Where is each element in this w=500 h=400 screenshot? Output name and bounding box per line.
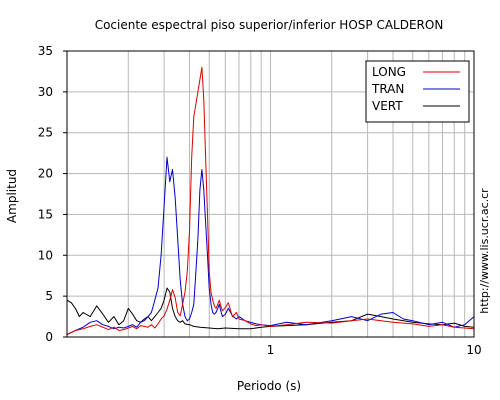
y-tick-label-5: 25	[38, 126, 53, 140]
x-axis-label: Periodo (s)	[237, 379, 301, 393]
grid	[66, 50, 474, 338]
legend-box	[365, 60, 470, 123]
series-line-tran	[66, 156, 475, 335]
series-layer	[66, 66, 475, 335]
y-tick-label-4: 20	[38, 167, 53, 181]
y-tick-label-0: 0	[45, 330, 53, 344]
x-tick-label-0: 1	[267, 343, 275, 357]
x-tick-labels: 1 10	[267, 343, 482, 357]
series-line-long	[66, 66, 475, 335]
legend: LONG TRAN VERT	[365, 60, 470, 123]
legend-label-long: LONG	[372, 65, 406, 79]
y-tick-label-7: 35	[38, 44, 53, 58]
legend-label-vert: VERT	[372, 99, 403, 113]
y-tick-label-3: 15	[38, 207, 53, 221]
chart-title: Cociente espectral piso superior/inferio…	[95, 18, 444, 32]
y-tick-label-1: 5	[45, 289, 53, 303]
plot-frame	[66, 50, 475, 338]
series-line-vert	[66, 287, 475, 330]
y-tick-label-2: 10	[38, 248, 53, 262]
y-tick-labels: 0 5 10 15 20 25 30 35	[38, 44, 67, 344]
y-axis-label: Amplitud	[5, 169, 19, 223]
x-tick-label-1: 10	[466, 343, 481, 357]
side-note: http://www.lis.ucr.ac.cr	[478, 188, 491, 314]
legend-label-tran: TRAN	[371, 82, 404, 96]
y-tick-label-6: 30	[38, 85, 53, 99]
